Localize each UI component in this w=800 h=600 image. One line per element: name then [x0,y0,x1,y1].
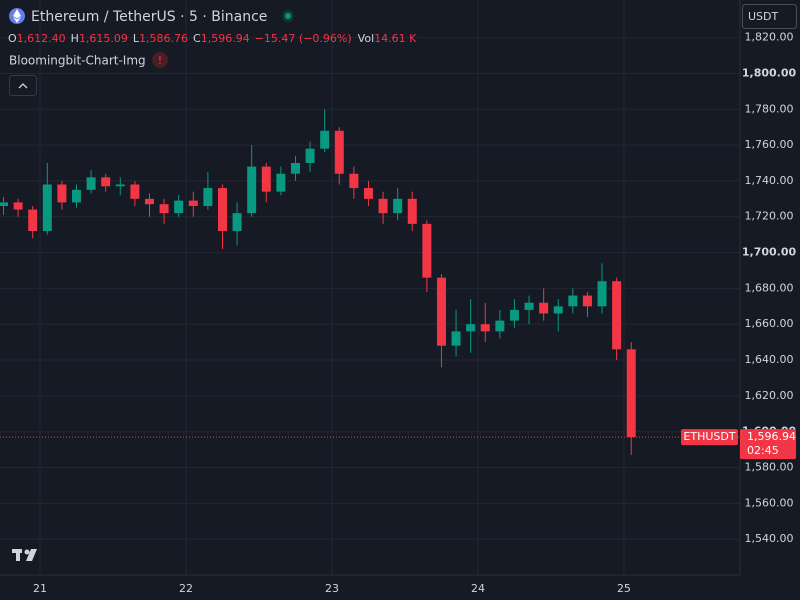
y-tick-label: 1,760.00 [745,138,794,151]
candle-body [144,198,154,205]
candle-body [539,302,549,314]
logo-part [26,549,37,561]
ohlc-value: 1,612.40 [17,32,66,45]
candle-body [612,281,622,350]
candle-body [349,173,359,189]
y-tick-label: 1,620.00 [745,389,794,402]
candle-body [71,189,81,203]
candle-body [422,223,432,278]
x-tick-label: 23 [325,582,339,595]
ohlc-value: 1,596.94 [201,32,250,45]
y-tick-label: 1,680.00 [745,281,794,294]
candle-body [247,166,257,214]
candle-body [290,163,300,174]
collapse-icon [18,83,28,89]
candle-body [203,188,213,206]
candle-body [188,200,198,206]
symbol-label: ETHUSDT [683,430,735,443]
last-price-label: 1,596.94 [747,430,796,443]
y-tick-label: 1,660.00 [745,317,794,330]
y-tick-label: 1,740.00 [745,174,794,187]
candle-body [57,184,67,203]
candle-body [378,198,388,214]
candle-body [553,306,563,314]
candle-body [509,309,519,321]
currency-button[interactable] [742,4,797,29]
logo-part [16,549,20,561]
ohlc-value: 1,615.09 [79,32,128,45]
candle-body [582,295,592,307]
candle-body [495,320,505,332]
candle-body [232,213,242,232]
candle-body [334,130,344,174]
y-tick-label: 1,800.00 [742,66,797,79]
currency: USDT [748,10,779,23]
y-tick-label: 1,640.00 [745,353,794,366]
candle-body [393,198,403,214]
x-tick-label: 21 [33,582,47,595]
indicator-name: Bloomingbit-Chart-Img [9,54,146,68]
error-icon[interactable] [152,52,168,68]
ohlc-legend: O1,612.40 H1,615.09 L1,586.76 C1,596.94 −15.… [8,32,417,45]
y-tick-label: 1,780.00 [745,102,794,115]
candle-body [320,130,330,149]
y-tick-label: 1,560.00 [745,496,794,509]
x-tick-label: 24 [471,582,485,595]
candle-body [130,184,140,199]
chart-title: Ethereum / TetherUS · 5 · Binance [31,9,267,25]
ohlc-label: L [133,32,140,45]
countdown: 02:45 [747,444,779,457]
candle-body [407,198,417,224]
candle-body [261,166,271,192]
y-tick-label: 1,700.00 [742,246,797,259]
candle-body [305,148,315,164]
y-tick-label: 1,820.00 [745,31,794,44]
ohlc-label: O [8,32,17,45]
price-tag [740,429,796,460]
tv-logo [12,549,37,561]
x-tick-label: 22 [179,582,193,595]
y-tick-label: 1,540.00 [745,532,794,545]
x-tick-label: 25 [617,582,631,595]
candle-body [13,202,23,210]
y-tick-label: 1,720.00 [745,210,794,223]
candle-body [217,188,227,232]
candle-body [466,324,476,332]
candle-body [451,331,461,346]
symbol-tag [681,429,738,446]
logo-part [24,549,30,555]
candle-body [480,324,490,332]
ohlc-value: 1,586.76 [139,32,188,45]
candle-body [524,302,534,310]
collapse-button[interactable] [9,75,37,96]
candle-body [626,349,636,438]
error-glyph: ! [158,54,162,67]
volume: 14.61 K [374,32,417,45]
change: −15.47 (−0.96%) [255,32,352,45]
ohlc-label: H [71,32,79,45]
status-dot [285,13,291,19]
candle-body [568,295,578,307]
candle-body [42,184,52,232]
volume-label: Vol [358,32,374,45]
candle-body [597,281,607,307]
candle-body [0,202,9,206]
candle-body [115,184,125,187]
candles [0,109,636,455]
coin-glyph [13,9,21,23]
candle-body [276,173,286,192]
candle-body [28,209,38,232]
ohlc-label: C [193,32,201,45]
grid [0,0,740,575]
candle-body [86,177,96,190]
candle-body [436,277,446,346]
candle-body [174,200,184,214]
candle-body [159,204,169,214]
candle-body [101,177,111,187]
candle-body [363,188,373,199]
y-tick-label: 1,580.00 [745,461,794,474]
